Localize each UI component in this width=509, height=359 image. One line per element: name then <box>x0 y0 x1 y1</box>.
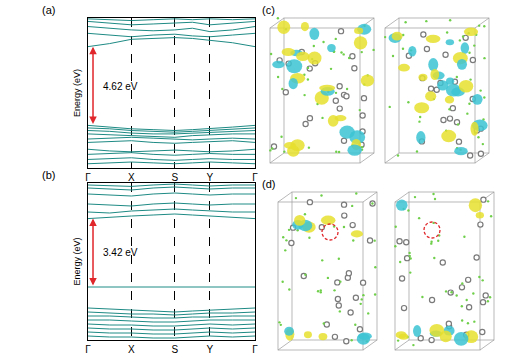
svg-text:4.62 eV: 4.62 eV <box>103 81 138 92</box>
svg-text:(c): (c) <box>262 4 275 16</box>
svg-text:S: S <box>172 172 179 183</box>
svg-text:Energy (eV): Energy (eV) <box>72 237 82 285</box>
svg-text:X: X <box>128 172 135 183</box>
svg-text:(b): (b) <box>42 169 55 181</box>
svg-text:X: X <box>128 344 135 355</box>
svg-text:S: S <box>172 344 179 355</box>
svg-text:Y: Y <box>207 172 214 183</box>
svg-text:Y: Y <box>207 344 214 355</box>
svg-text:Γ: Γ <box>252 344 258 355</box>
svg-text:Energy (eV): Energy (eV) <box>72 69 82 117</box>
svg-text:Γ: Γ <box>85 172 91 183</box>
svg-text:(d): (d) <box>262 178 275 190</box>
svg-text:Γ: Γ <box>252 172 258 183</box>
svg-text:3.42 eV: 3.42 eV <box>103 247 138 258</box>
svg-text:(a): (a) <box>42 4 55 16</box>
svg-text:Γ: Γ <box>85 344 91 355</box>
